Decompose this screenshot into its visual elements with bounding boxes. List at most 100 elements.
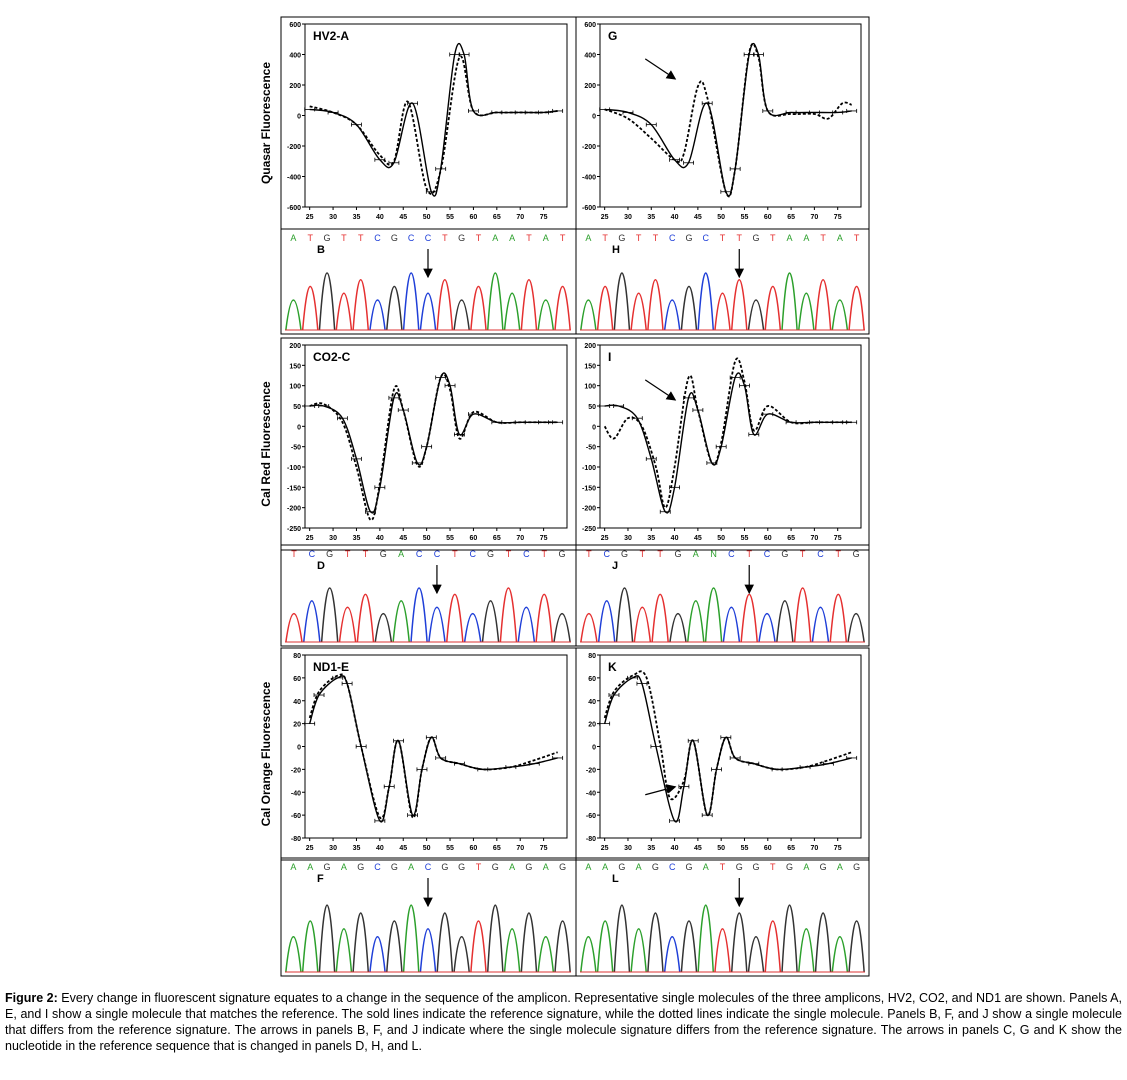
trace-peak [758,612,776,643]
x-tick-label: 50 [717,214,725,221]
base-call: G [674,549,681,559]
trace-peak [285,612,303,643]
y-tick-label: 20 [588,722,596,729]
trace-peak [499,587,518,643]
trace-peak [848,285,865,331]
x-tick-label: 35 [353,214,361,221]
base-call: A [585,862,591,872]
panel-label: G [608,29,617,43]
melt-row-frame [280,16,870,230]
melt-row-frame [280,337,870,551]
trace-peak [680,285,698,331]
trace-peak [613,272,631,331]
x-tick-label: 30 [329,214,337,221]
y-axis-label: Cal Red Fluorescence [259,381,273,507]
trace-peak [553,612,571,643]
base-call: G [458,862,465,872]
trace-peak [781,904,798,973]
y-axis-label: Quasar Fluorescence [259,62,273,184]
base-call: A [408,862,414,872]
y-tick-label: -40 [291,790,301,797]
trace-peak [520,912,538,973]
sequence-panel-j: T C G T T G A N C T C G T C T GJ [580,549,865,643]
base-call: T [291,549,297,559]
melt-panel-k: 80 60 40 20 0 -20 -40 -60 -80 25 30 35 40 45 50 55 60 65 7… [586,653,862,852]
trace-peak [554,285,571,331]
melt-row-frame [280,647,870,861]
base-call: G [380,549,387,559]
base-call: C [374,233,381,243]
trace-peak [554,920,571,973]
trace-peak [704,587,723,643]
x-tick-label: 70 [810,845,818,852]
base-call: C [408,233,415,243]
trace-peak [669,612,687,643]
melt-panel-i: 200 150 100 50 0 -50 -100 -150 -200 -250 25 30 35 40 4… [582,343,862,542]
trace-peak [419,292,437,331]
trace-peak [831,299,849,331]
trace-peak [697,904,715,973]
base-call: T [836,549,842,559]
base-call: C [669,862,676,872]
base-call: A [307,862,313,872]
base-call: G [853,549,860,559]
single-molecule-curve [309,55,558,195]
trace-peak [453,299,470,331]
base-call: C [374,862,381,872]
y-tick-label: -600 [287,205,301,212]
base-call: C [728,549,735,559]
x-tick-label: 30 [624,535,632,542]
base-call: G [621,549,628,559]
panel-label: HV2-A [313,29,349,43]
base-call: A [341,862,347,872]
difference-arrow [644,58,677,80]
x-tick-label: 65 [787,214,795,221]
panel-label: CO2-C [313,350,351,364]
single-molecule-curve [309,373,558,521]
base-call: T [363,549,369,559]
reference-curve [309,372,558,514]
base-call: A [492,233,498,243]
trace-peak [301,285,319,331]
y-tick-label: 40 [588,699,596,706]
trace-peak [697,272,715,331]
trace-peak [374,612,393,643]
trace-peak [740,593,758,643]
trace-peak [663,299,681,331]
difference-arrow [644,379,677,401]
x-tick-label: 70 [810,535,818,542]
trace-peak [285,299,302,331]
trace-peak [580,612,598,643]
base-call: A [509,862,515,872]
y-tick-label: 600 [289,22,301,29]
trace-peak [831,936,849,973]
trace-peak [747,936,765,973]
trace-peak [318,272,336,331]
base-call: C [425,233,432,243]
base-call: T [307,233,313,243]
trace-peak [537,936,555,973]
trace-peak [730,912,748,973]
trace-peak [633,606,652,643]
trace-peak [793,587,812,643]
base-call: T [341,233,347,243]
x-tick-label: 40 [671,214,679,221]
base-call: G [685,862,692,872]
base-call: G [853,862,860,872]
melt-panel-co2-c: 200 150 100 50 0 -50 -100 -150 -200 -250 25 30 35 40 4… [287,343,568,542]
trace-peak [301,920,319,973]
single-molecule-curve [604,42,852,198]
x-tick-label: 65 [493,845,501,852]
reference-curve [309,675,558,823]
x-tick-label: 70 [516,845,524,852]
panel-label: L [612,873,619,885]
x-tick-label: 55 [741,535,749,542]
trace-peak [428,606,446,643]
base-call: C [817,549,824,559]
base-call: G [652,862,659,872]
y-tick-label: -20 [291,767,301,774]
y-tick-label: -50 [291,445,301,452]
panel-label: I [608,350,611,364]
base-call: A [837,862,843,872]
x-tick-label: 50 [717,845,725,852]
